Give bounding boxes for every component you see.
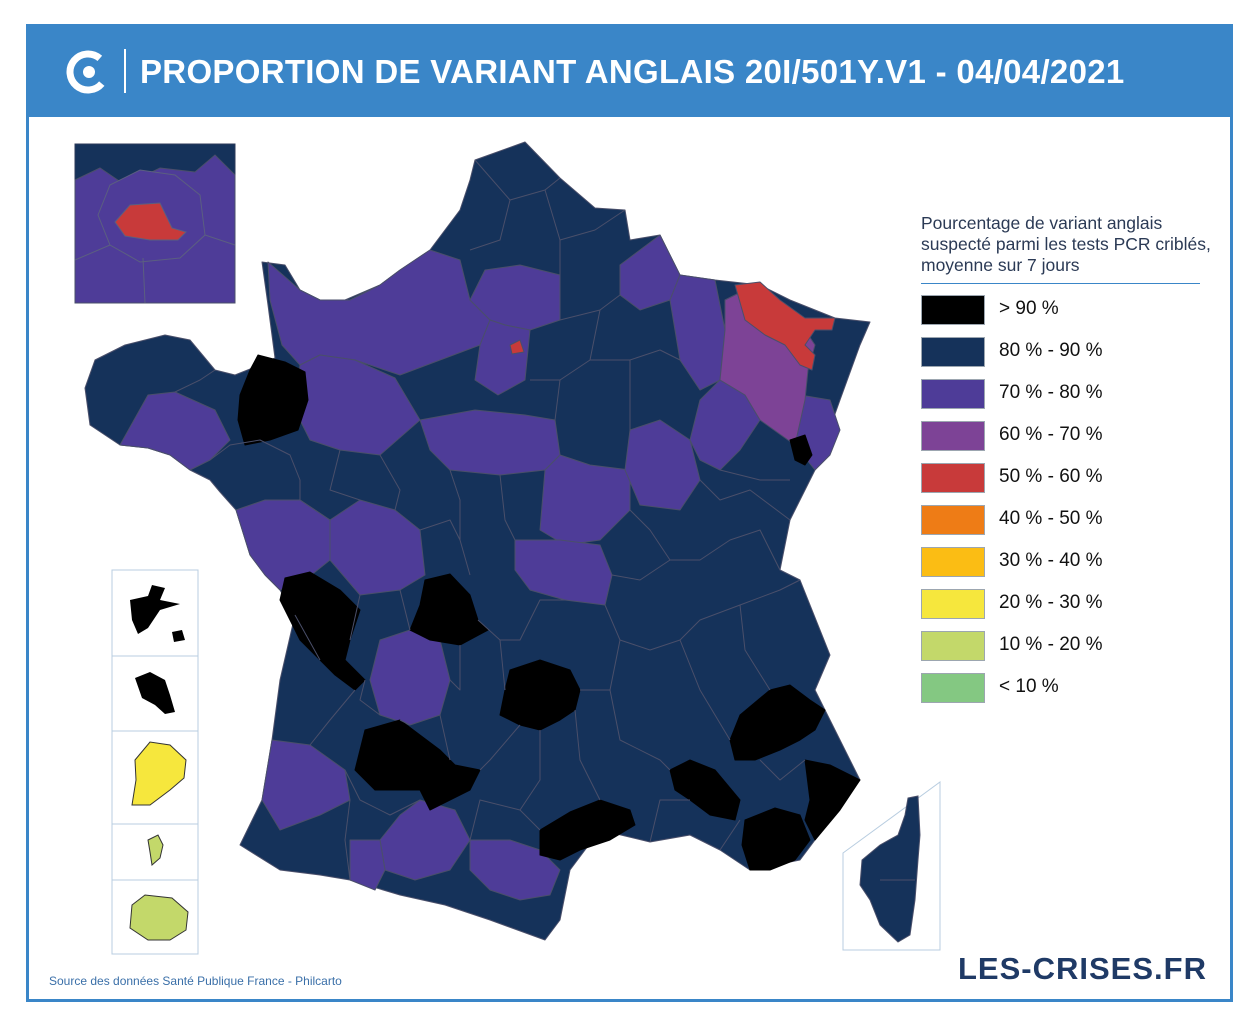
reunion-shape [129, 894, 189, 941]
corsica-inset [842, 781, 941, 951]
legend-swatch [921, 673, 985, 703]
legend-swatch [921, 547, 985, 577]
guyane-shape [131, 741, 187, 806]
legend-item: < 10 % [921, 673, 1201, 703]
legend-label: 20 % - 30 % [999, 592, 1103, 613]
les-crises-logo-icon [66, 50, 110, 94]
paris-inset [74, 143, 236, 304]
legend-swatch [921, 421, 985, 451]
legend-divider [921, 283, 1200, 284]
legend-item: 80 % - 90 % [921, 337, 1201, 367]
mayotte-shape [147, 834, 164, 866]
legend-label: 30 % - 40 % [999, 550, 1103, 571]
legend-label: > 90 % [999, 298, 1059, 319]
legend-swatch [921, 463, 985, 493]
guadeloupe-shape [130, 585, 185, 642]
mainland-france [84, 141, 871, 941]
source-note: Source des données Santé Publique France… [49, 974, 342, 988]
legend-label: < 10 % [999, 676, 1059, 697]
legend-label: 50 % - 60 % [999, 466, 1103, 487]
legend-swatch [921, 295, 985, 325]
legend-swatch [921, 505, 985, 535]
martinique-shape [135, 672, 175, 714]
header-separator [124, 49, 126, 93]
brand-logo-text: LES-CRISES.FR [958, 951, 1207, 986]
legend-label: 40 % - 50 % [999, 508, 1103, 529]
legend-item: 60 % - 70 % [921, 421, 1201, 451]
legend-label: 60 % - 70 % [999, 424, 1103, 445]
legend-swatch [921, 589, 985, 619]
legend-item: 50 % - 60 % [921, 463, 1201, 493]
legend-label: 80 % - 90 % [999, 340, 1103, 361]
legend-swatch [921, 631, 985, 661]
legend-title: Pourcentage de variant anglais suspecté … [921, 213, 1211, 275]
header-bar: PROPORTION DE VARIANT ANGLAIS 20I/501Y.V… [26, 24, 1233, 117]
legend-swatch [921, 337, 985, 367]
legend-label: 10 % - 20 % [999, 634, 1103, 655]
page-title: PROPORTION DE VARIANT ANGLAIS 20I/501Y.V… [140, 53, 1125, 90]
legend-label: 70 % - 80 % [999, 382, 1103, 403]
legend-item: 70 % - 80 % [921, 379, 1201, 409]
overseas-insets [111, 569, 199, 955]
legend-item: > 90 % [921, 295, 1201, 325]
legend-item: 30 % - 40 % [921, 547, 1201, 577]
legend-item: 20 % - 30 % [921, 589, 1201, 619]
legend-item: 10 % - 20 % [921, 631, 1201, 661]
legend-item: 40 % - 50 % [921, 505, 1201, 535]
legend-swatch [921, 379, 985, 409]
